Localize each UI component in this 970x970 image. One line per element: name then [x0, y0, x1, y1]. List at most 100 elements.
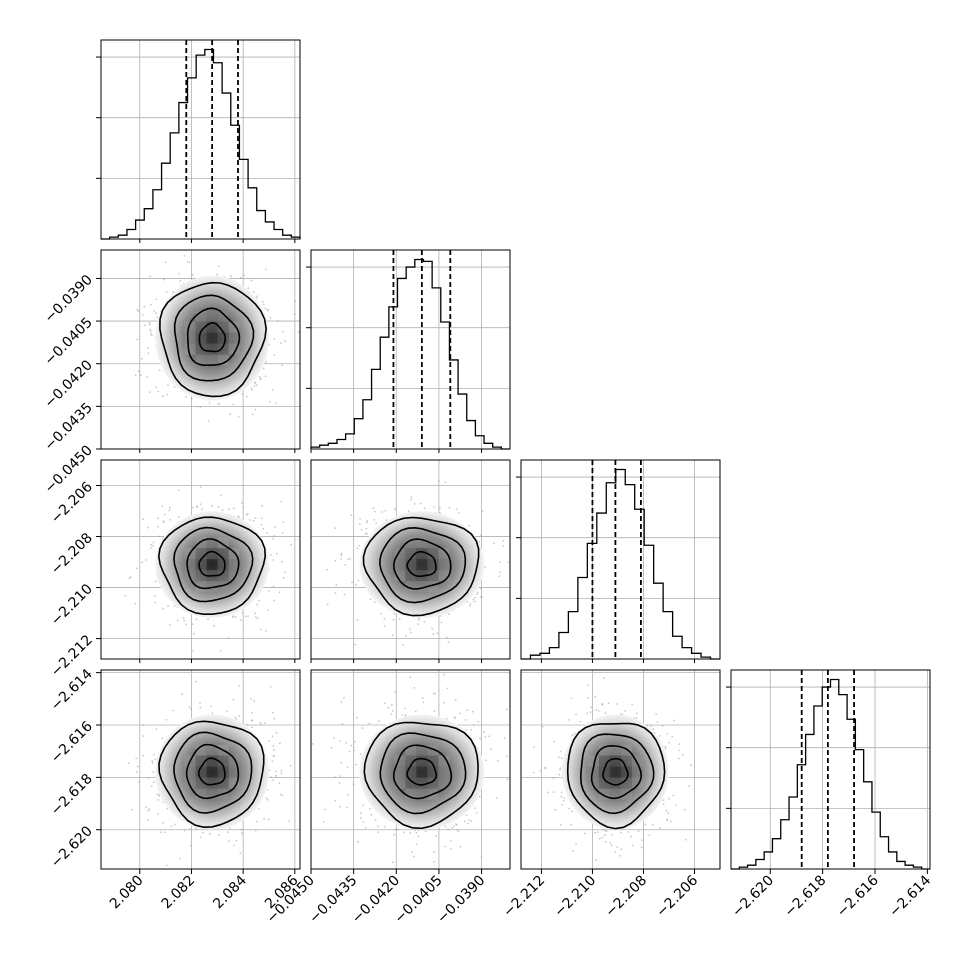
sample-point — [604, 712, 607, 715]
sample-point — [147, 352, 150, 355]
sample-point — [409, 831, 412, 834]
sample-point — [254, 408, 257, 411]
sample-point — [268, 590, 270, 592]
density-cell — [609, 777, 621, 789]
sample-point — [355, 583, 358, 586]
sample-point — [451, 827, 453, 829]
contour-level-2 — [186, 307, 241, 366]
sample-point — [165, 718, 168, 721]
sample-point — [274, 770, 277, 773]
density-cell — [416, 777, 428, 789]
sample-point — [571, 734, 574, 737]
sample-point — [260, 723, 262, 726]
sample-point — [470, 728, 473, 731]
density-cell — [228, 570, 240, 582]
sample-point — [650, 725, 652, 728]
sample-point — [340, 761, 343, 764]
sample-point — [357, 579, 360, 582]
sample-point — [154, 758, 157, 761]
sample-point — [659, 827, 662, 830]
sample-point — [226, 710, 229, 713]
sample-point — [627, 831, 630, 833]
x-tick-label-0-2: 2.084 — [210, 872, 250, 912]
sample-point — [568, 719, 570, 721]
density-cell — [394, 559, 406, 571]
sample-point — [586, 697, 589, 699]
sample-point — [370, 813, 373, 816]
sample-point — [658, 735, 661, 737]
sample-point — [361, 727, 364, 729]
x-tick-label-3-0: −2.620 — [729, 873, 777, 921]
sample-point — [273, 354, 276, 357]
density-cell — [206, 581, 218, 593]
sample-point — [173, 385, 176, 388]
sample-point — [359, 518, 361, 520]
sample-point — [145, 559, 148, 561]
sample-point — [355, 763, 358, 766]
sample-point — [465, 814, 468, 816]
sample-point — [156, 316, 159, 319]
sample-point — [169, 519, 172, 521]
sample-point — [169, 506, 171, 509]
sample-point — [242, 506, 245, 508]
sample-point — [199, 486, 202, 488]
sample-point — [409, 676, 411, 679]
sample-point — [410, 496, 413, 498]
sample-point — [269, 686, 272, 688]
sample-point — [192, 650, 195, 652]
sample-point — [346, 766, 349, 769]
sample-point — [345, 742, 347, 744]
x-tick-label-0-0: 2.080 — [107, 873, 147, 913]
sample-point — [483, 731, 485, 733]
sample-point — [131, 808, 134, 811]
sample-point — [481, 510, 484, 513]
sample-point — [140, 357, 143, 360]
sample-point — [280, 772, 283, 774]
sample-point — [544, 767, 547, 770]
sample-point — [688, 785, 690, 787]
sample-point — [168, 624, 171, 626]
density-cell — [206, 332, 218, 344]
sample-point — [243, 274, 246, 277]
sample-point — [476, 591, 479, 594]
sample-point — [575, 713, 577, 716]
sample-point — [472, 724, 475, 726]
sample-point — [258, 599, 261, 602]
sample-point — [281, 532, 284, 534]
sample-point — [136, 765, 139, 768]
sample-point — [664, 747, 667, 750]
sample-point — [200, 503, 202, 506]
sample-point — [410, 631, 412, 634]
sample-point — [237, 515, 240, 518]
sample-point — [598, 837, 601, 840]
sample-point — [150, 543, 152, 546]
sample-point — [266, 531, 268, 534]
density-cell — [206, 537, 218, 549]
sample-point — [632, 844, 634, 847]
sample-point — [135, 567, 138, 570]
sample-point — [210, 705, 213, 708]
sample-point — [142, 518, 144, 521]
density-cell — [228, 332, 240, 344]
sample-point — [502, 545, 504, 547]
histogram-3 — [731, 678, 930, 870]
sample-point — [270, 776, 272, 778]
sample-point — [662, 803, 665, 805]
sample-point — [377, 831, 380, 834]
sample-point — [326, 568, 328, 571]
sample-point — [448, 506, 451, 509]
sample-point — [351, 581, 353, 583]
sample-point — [173, 823, 176, 826]
sample-point — [480, 534, 482, 536]
sample-point — [245, 513, 248, 516]
x-tick-label-2-0: −2.212 — [500, 873, 548, 921]
sample-point — [506, 708, 508, 711]
sample-point — [356, 547, 359, 549]
sample-point — [276, 552, 278, 555]
sample-point — [207, 420, 210, 422]
density-cell — [609, 755, 621, 767]
sample-point — [668, 741, 670, 744]
sample-point — [216, 273, 218, 276]
sample-point — [473, 600, 476, 603]
sample-point — [484, 566, 487, 568]
